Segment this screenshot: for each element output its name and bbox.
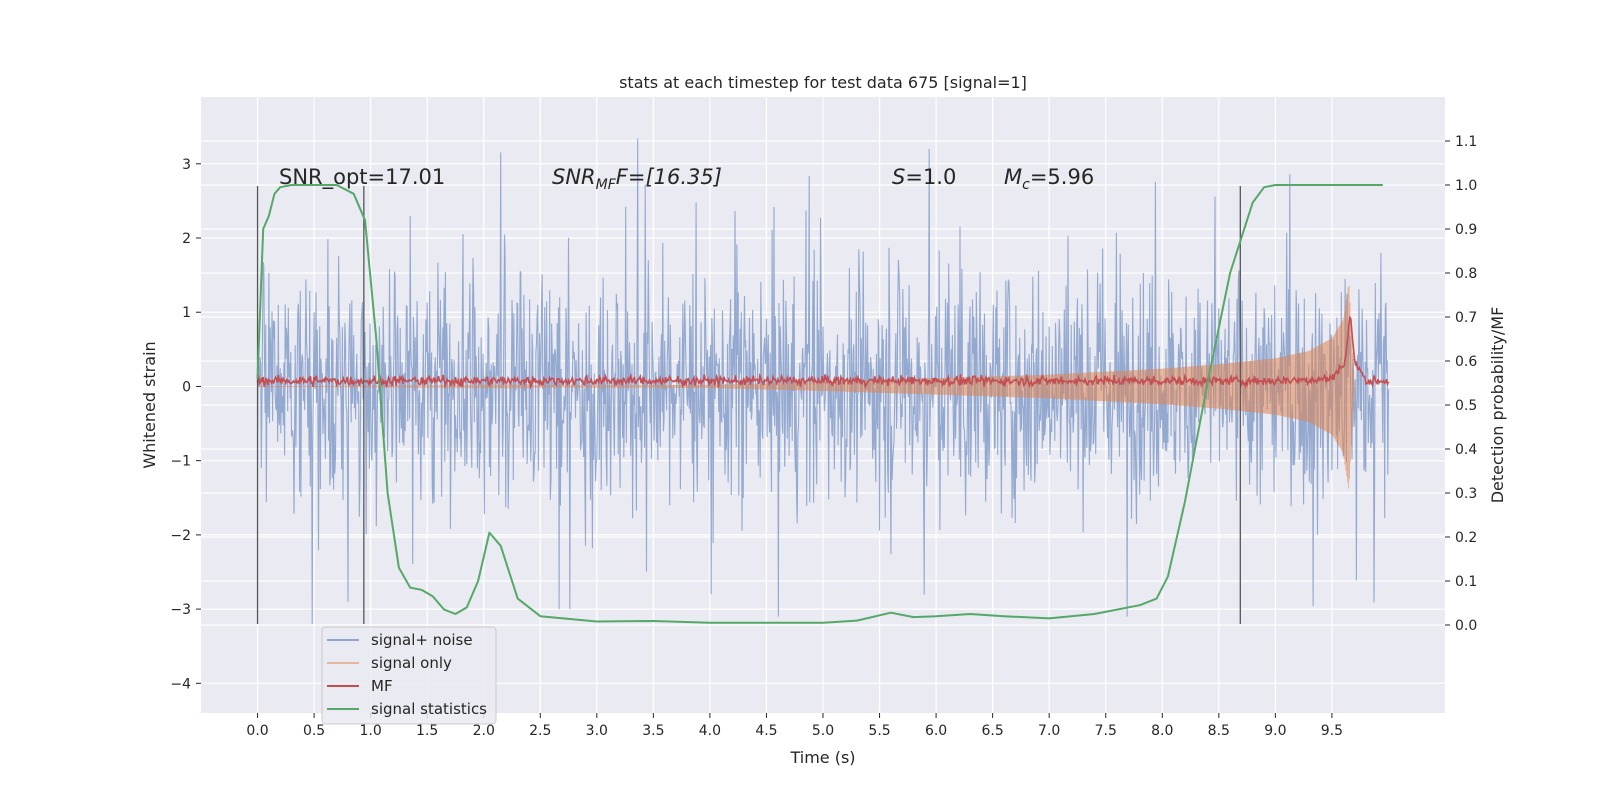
legend: signal+ noise signal only MF signal stat… bbox=[321, 626, 497, 725]
y-tick-label: 2 bbox=[182, 231, 191, 247]
y-tick-label: −2 bbox=[170, 528, 191, 544]
s-value: =1.0 bbox=[905, 165, 956, 189]
y2-tick-label: 0.8 bbox=[1455, 266, 1477, 282]
x-tick-label: 4.5 bbox=[755, 723, 777, 739]
x-tick-label: 0.0 bbox=[246, 723, 268, 739]
x-tick-label: 7.5 bbox=[1095, 723, 1117, 739]
x-tick-label: 6.5 bbox=[982, 723, 1004, 739]
x-axis-label: Time (s) bbox=[789, 748, 855, 767]
x-tick-label: 9.5 bbox=[1321, 723, 1343, 739]
y2-tick-label: 0.0 bbox=[1455, 618, 1477, 634]
legend-label-signal-statistics: signal statistics bbox=[371, 700, 487, 718]
x-tick-label: 9.0 bbox=[1264, 723, 1286, 739]
y2-tick-label: 0.9 bbox=[1455, 222, 1477, 238]
mc-symbol: M bbox=[1004, 165, 1022, 189]
snr-mf-symbol: SNR bbox=[552, 165, 596, 189]
x-tick-label: 6.0 bbox=[925, 723, 947, 739]
x-tick-label: 8.5 bbox=[1208, 723, 1230, 739]
chart-title: stats at each timestep for test data 675… bbox=[619, 73, 1027, 92]
y-tick-label: 1 bbox=[182, 305, 191, 321]
snr-mf-value: F=[16.35] bbox=[616, 165, 722, 189]
signal-statistics-layer bbox=[256, 184, 1383, 624]
mc-subscript: c bbox=[1022, 177, 1030, 193]
y2-tick-label: 0.6 bbox=[1455, 354, 1477, 370]
s-symbol: S bbox=[892, 165, 905, 189]
y2-tick-label: 0.1 bbox=[1455, 574, 1477, 590]
y2-tick-label: 0.2 bbox=[1455, 530, 1477, 546]
y-tick-label: −1 bbox=[170, 454, 191, 470]
y-tick-label: −4 bbox=[170, 676, 191, 692]
x-tick-label: 1.5 bbox=[416, 723, 438, 739]
y2-tick-label: 0.3 bbox=[1455, 486, 1477, 502]
y2-tick-label: 1.0 bbox=[1455, 178, 1477, 194]
annotation-snr-opt: SNR_opt=17.01 bbox=[279, 165, 445, 190]
mc-value: =5.96 bbox=[1030, 165, 1094, 189]
x-tick-label: 5.5 bbox=[868, 723, 890, 739]
annotation-s: S=1.0 bbox=[892, 165, 956, 189]
legend-label-mf: MF bbox=[371, 677, 393, 695]
legend-box bbox=[321, 626, 497, 725]
y2-axis-label: Detection probability/MF bbox=[1488, 307, 1507, 504]
x-tick-label: 1.0 bbox=[360, 723, 382, 739]
legend-label-signal-plus-noise: signal+ noise bbox=[371, 631, 473, 649]
x-tick-label: 0.5 bbox=[303, 723, 325, 739]
x-tick-label: 3.5 bbox=[642, 723, 664, 739]
plot-area bbox=[256, 138, 1390, 624]
annotation-mc: Mc=5.96 bbox=[1004, 165, 1094, 193]
y2-tick-label: 0.7 bbox=[1455, 310, 1477, 326]
y-tick-label: 3 bbox=[182, 157, 191, 173]
axes: 0.0 0.5 1.0 1.5 2.0 2.5 3.0 3.5 4.0 4.5 5.0 5.5 6.0 6… bbox=[170, 134, 1477, 739]
y2-tick-label: 0.4 bbox=[1455, 442, 1477, 458]
x-tick-label: 5.0 bbox=[812, 723, 834, 739]
x-tick-label: 4.0 bbox=[699, 723, 721, 739]
y-tick-label: −3 bbox=[170, 602, 191, 618]
signal-statistics-line bbox=[256, 184, 1383, 624]
y-tick-label: 0 bbox=[182, 379, 191, 395]
x-tick-label: 3.0 bbox=[586, 723, 608, 739]
y2-tick-label: 1.1 bbox=[1455, 134, 1477, 150]
x-tick-label: 8.0 bbox=[1151, 723, 1173, 739]
x-tick-label: 2.5 bbox=[529, 723, 551, 739]
annotation-snr-mf: SNRMFF=[16.35] bbox=[552, 165, 722, 193]
x-tick-label: 2.0 bbox=[473, 723, 495, 739]
x-tick-label: 7.0 bbox=[1038, 723, 1060, 739]
snr-mf-subscript: MF bbox=[596, 177, 617, 193]
legend-label-signal-only: signal only bbox=[371, 654, 452, 672]
mf-line bbox=[256, 315, 1390, 390]
signal-plus-noise-line bbox=[256, 138, 1390, 624]
marker-lines bbox=[256, 186, 1241, 624]
y-axis-label: Whitened strain bbox=[140, 341, 159, 468]
y2-tick-label: 0.5 bbox=[1455, 398, 1477, 414]
